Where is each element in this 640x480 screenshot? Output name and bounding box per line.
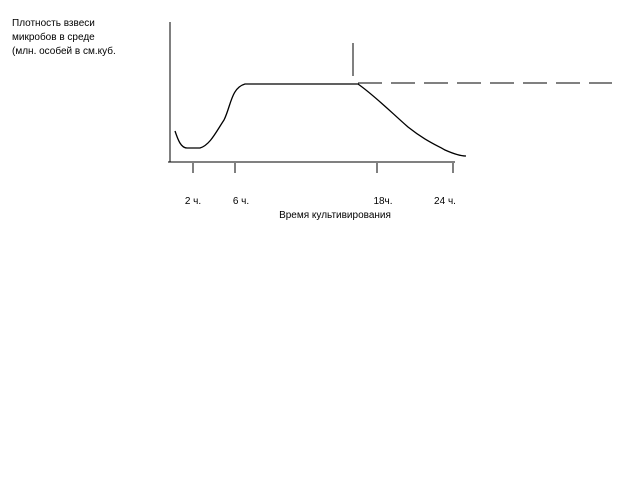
x-tick-label: 24 ч. bbox=[434, 196, 456, 207]
x-tick-label: 6 ч. bbox=[233, 196, 249, 207]
x-tick-label: 18ч. bbox=[373, 196, 392, 207]
tick-marks bbox=[192, 163, 454, 173]
y-label-line: (млн. особей в см.куб. bbox=[12, 45, 116, 57]
x-tick-labels: 2 ч. 6 ч. 18ч. 24 ч. bbox=[185, 196, 456, 207]
y-label-line: микробов в среде bbox=[12, 31, 95, 43]
y-label-line: Плотность взвеси bbox=[12, 18, 95, 29]
x-axis-label: Время культивирования bbox=[279, 210, 391, 221]
y-axis-label: Плотность взвеси микробов в среде (млн. ос… bbox=[12, 18, 116, 57]
growth-curve bbox=[174, 83, 467, 157]
x-tick-label: 2 ч. bbox=[185, 196, 201, 207]
